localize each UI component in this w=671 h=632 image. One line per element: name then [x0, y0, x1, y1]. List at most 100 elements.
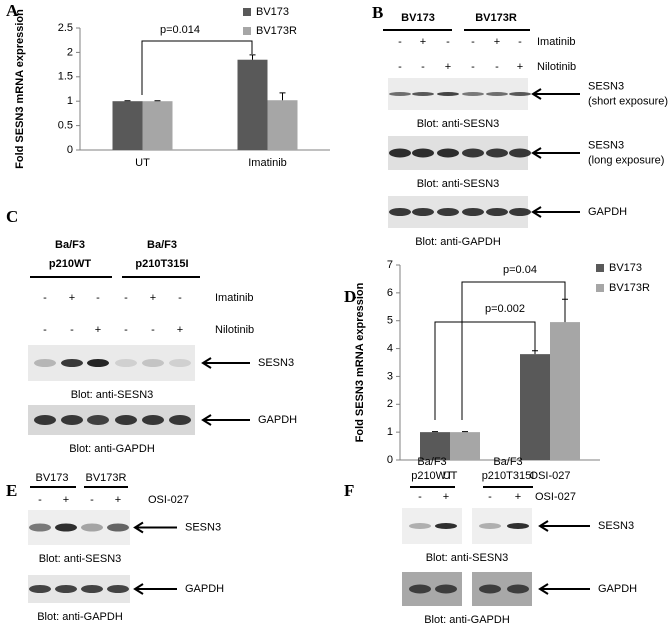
blot-caption: Blot: anti-SESN3: [71, 389, 154, 401]
panel-letter: A: [6, 1, 19, 20]
treatment-sign: -: [471, 36, 475, 48]
legend-label: BV173: [609, 262, 642, 274]
y-tick-label: 7: [387, 259, 393, 271]
blot-band: [142, 415, 164, 425]
arrow: [133, 583, 177, 595]
blot-band: [437, 208, 459, 216]
treatment-sign: +: [517, 61, 523, 73]
treatment-sign: -: [471, 61, 475, 73]
blot-band: [479, 584, 501, 594]
blot-band: [55, 585, 77, 593]
treatment-sign: -: [488, 491, 492, 503]
bar: [112, 101, 143, 150]
legend-swatch: [596, 284, 604, 292]
blot-caption: Blot: anti-SESN3: [417, 118, 500, 130]
blot-target: SESN3: [258, 357, 294, 369]
group-label: p210T315I: [135, 258, 188, 270]
blot-band: [462, 208, 484, 216]
blot-target: GAPDH: [258, 414, 297, 426]
blot-band: [509, 92, 531, 96]
panel-letter: F: [344, 481, 354, 500]
significance-bracket: [141, 40, 253, 95]
blot-band: [507, 584, 529, 594]
blot-caption: Blot: anti-GAPDH: [37, 611, 123, 623]
blot-caption: Blot: anti-SESN3: [39, 553, 122, 565]
group-label: BV173: [401, 12, 435, 24]
group-label: Ba/F3: [147, 239, 177, 251]
treatment-sign: -: [421, 61, 425, 73]
y-tick-label: 6: [387, 287, 393, 299]
error-bar: [249, 54, 256, 60]
blot-band: [169, 415, 191, 425]
treatment-name: Imatinib: [215, 292, 254, 304]
blot-target: SESN3: [588, 139, 624, 151]
blot-band: [486, 92, 508, 96]
blot-band: [34, 359, 56, 367]
blot-band: [462, 92, 484, 96]
treatment-sign: +: [515, 491, 521, 503]
blot-band: [34, 415, 56, 425]
blot-target: SESN3: [598, 520, 634, 532]
treatment-sign: -: [70, 324, 74, 336]
group-label: Ba/F3: [55, 239, 85, 251]
y-tick-label: 2.5: [58, 22, 73, 34]
panel-letter: E: [6, 481, 17, 500]
treatment-sign: +: [95, 324, 101, 336]
blot-band: [389, 148, 411, 158]
blot-band: [389, 92, 411, 96]
blot-band: [115, 359, 137, 367]
treatment-sign: +: [494, 36, 500, 48]
error-bar: [462, 431, 468, 433]
blot-band: [81, 585, 103, 593]
panel-letter: B: [372, 3, 383, 22]
blot-band: [437, 148, 459, 158]
blot-band: [29, 523, 51, 532]
legend-label: BV173R: [609, 282, 650, 294]
bar: [237, 59, 268, 150]
blot-image: [28, 345, 195, 381]
blot-band: [486, 148, 508, 158]
group-label: BV173R: [475, 12, 517, 24]
treatment-sign: -: [446, 36, 450, 48]
blot-target: GAPDH: [598, 583, 637, 595]
blot-band: [479, 523, 501, 529]
treatment-sign: -: [124, 324, 128, 336]
y-tick-label: 0: [387, 454, 393, 466]
blot-band: [507, 523, 529, 529]
treatment-name: Imatinib: [537, 36, 576, 48]
treatment-sign: -: [124, 292, 128, 304]
panel-letter: C: [6, 207, 18, 226]
treatment-sign: +: [115, 494, 121, 506]
blot-band: [107, 585, 129, 593]
treatment-sign: +: [445, 61, 451, 73]
bar: [420, 432, 450, 460]
treatment-sign: +: [63, 494, 69, 506]
legend-label: BV173: [256, 6, 289, 18]
treatment-sign: -: [178, 292, 182, 304]
treatment-sign: +: [420, 36, 426, 48]
y-axis-label: Fold SESN3 mRNA expression: [14, 9, 26, 169]
legend-swatch: [243, 27, 251, 35]
arrow: [531, 88, 580, 100]
arrow: [538, 583, 590, 595]
group-label: Ba/F3: [493, 456, 522, 468]
blot-band: [61, 359, 83, 367]
x-tick-label: Imatinib: [248, 157, 287, 169]
y-tick-label: 4: [387, 342, 393, 354]
blot-band: [509, 148, 531, 158]
blot-band: [81, 523, 103, 532]
treatment-sign: -: [518, 36, 522, 48]
blot-band: [486, 208, 508, 216]
y-tick-label: 2: [387, 398, 393, 410]
treatment-name: Nilotinib: [215, 324, 254, 336]
blot-target: GAPDH: [185, 583, 224, 595]
blot-band: [435, 584, 457, 594]
treatment-sign: +: [443, 491, 449, 503]
treatment-sign: +: [150, 292, 156, 304]
blot-band: [409, 523, 431, 529]
error-bar: [432, 431, 438, 433]
group-label: Ba/F3: [417, 456, 446, 468]
y-tick-label: 0: [67, 144, 73, 156]
significance-bracket: [434, 321, 536, 420]
blot-band: [412, 208, 434, 216]
